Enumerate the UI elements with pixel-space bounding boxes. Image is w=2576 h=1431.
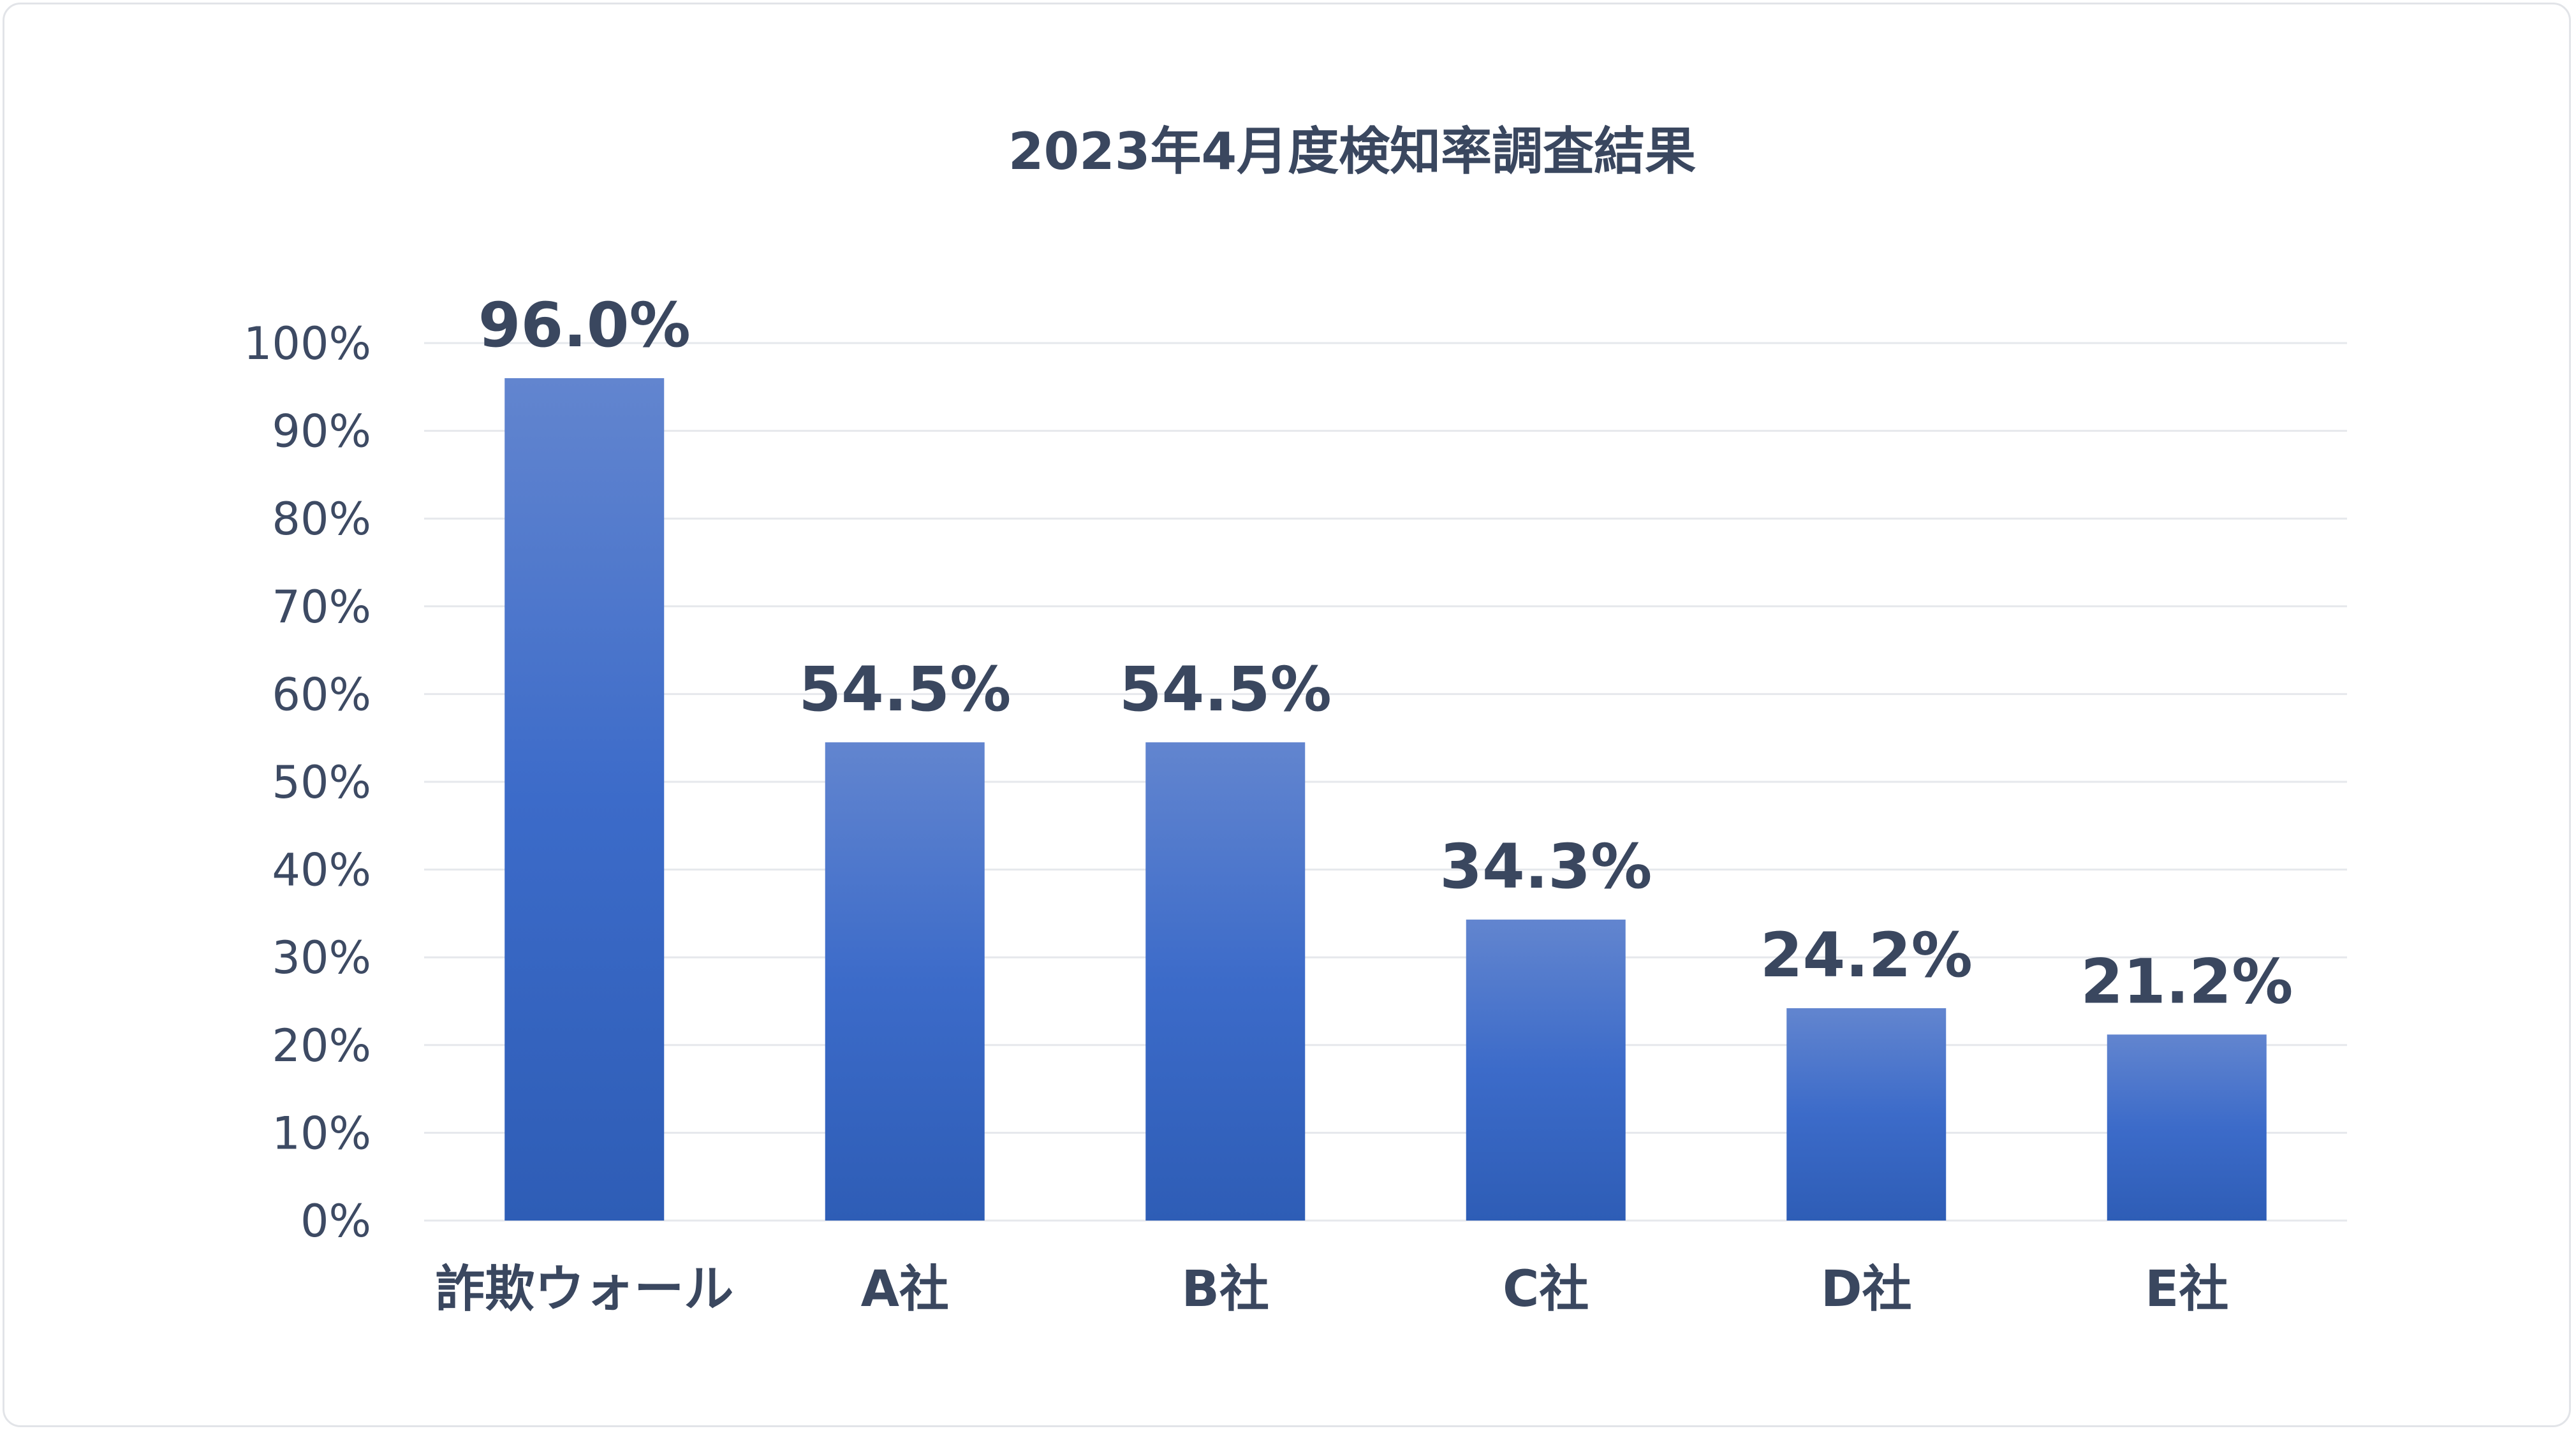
y-tick-label: 0% bbox=[300, 1195, 371, 1247]
data-label: 54.5% bbox=[1119, 654, 1332, 725]
data-label: 96.0% bbox=[478, 290, 691, 361]
category-label: B社 bbox=[1182, 1261, 1269, 1318]
gridlines bbox=[424, 342, 2347, 1222]
y-tick-label: 10% bbox=[272, 1107, 371, 1159]
category-label: D社 bbox=[1821, 1261, 1912, 1318]
y-tick-label: 70% bbox=[272, 581, 371, 633]
y-tick-label: 20% bbox=[272, 1020, 371, 1072]
chart-title: 2023年4月度検知率調査結果 bbox=[1008, 122, 1696, 181]
data-label: 24.2% bbox=[1760, 920, 1973, 991]
y-axis-ticks: 0% 10% 20% 30% 40% 50% 60% 70% 80% 90% 100% bbox=[244, 318, 371, 1247]
data-label: 54.5% bbox=[799, 654, 1011, 725]
y-tick-label: 40% bbox=[272, 844, 371, 897]
y-tick-label: 90% bbox=[272, 406, 371, 458]
x-axis-categories: 詐欺ウォール A社 B社 C社 D社 E社 bbox=[435, 1261, 2228, 1318]
y-tick-label: 80% bbox=[272, 493, 371, 545]
data-labels: 96.0% 54.5% 54.5% 34.3% 24.2% 21.2% bbox=[478, 290, 2293, 1017]
bar bbox=[2107, 1034, 2267, 1221]
y-tick-label: 100% bbox=[244, 318, 371, 370]
data-label: 34.3% bbox=[1439, 831, 1652, 902]
y-tick-label: 30% bbox=[272, 932, 371, 984]
category-label: C社 bbox=[1503, 1261, 1589, 1318]
bar bbox=[1145, 742, 1306, 1221]
category-label: E社 bbox=[2145, 1261, 2228, 1318]
bar bbox=[504, 378, 665, 1221]
bar bbox=[1786, 1008, 1947, 1221]
data-label: 21.2% bbox=[2080, 946, 2293, 1017]
y-tick-label: 50% bbox=[272, 756, 371, 809]
bar bbox=[825, 742, 985, 1221]
bar bbox=[1466, 920, 1626, 1221]
bars bbox=[504, 378, 2267, 1221]
category-label: 詐欺ウォール bbox=[435, 1261, 733, 1318]
y-tick-label: 60% bbox=[272, 668, 371, 721]
category-label: A社 bbox=[861, 1261, 949, 1318]
